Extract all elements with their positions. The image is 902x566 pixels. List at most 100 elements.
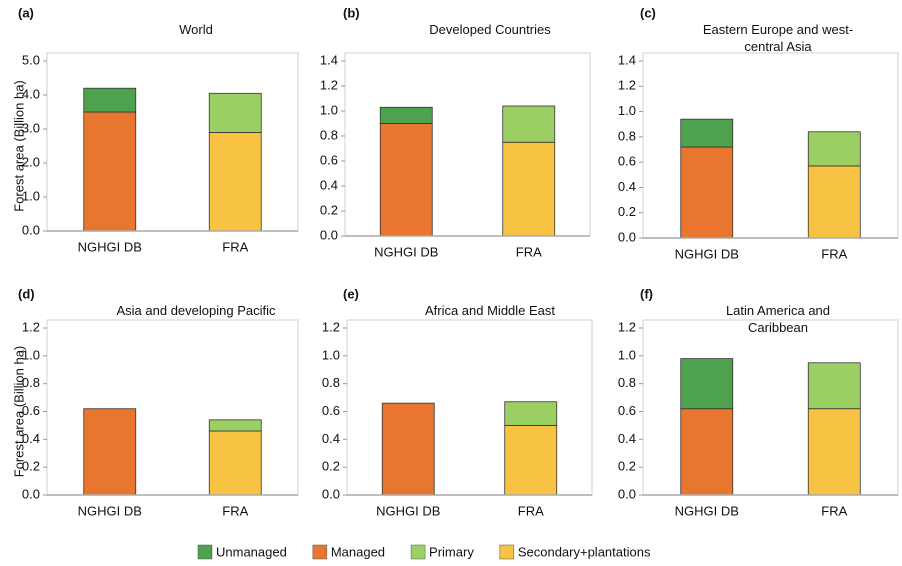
panel-title: Africa and Middle East xyxy=(424,303,556,318)
legend-swatch xyxy=(499,544,515,560)
x-tick-label: NGHGI DB xyxy=(675,503,739,518)
bar-segment xyxy=(208,419,262,432)
y-tick-label: 0.2 xyxy=(618,204,636,219)
y-tick-label: 1.0 xyxy=(618,103,636,118)
y-tick-label: 0.6 xyxy=(320,152,338,167)
y-tick-label: 1.2 xyxy=(618,78,636,93)
y-tick-label: 1.0 xyxy=(22,347,40,362)
x-tick-label: FRA xyxy=(821,503,847,518)
bar-segment xyxy=(83,408,137,496)
legend-label: Secondary+plantations xyxy=(518,544,651,559)
y-tick-label: 1.0 xyxy=(322,347,340,362)
bar-segment xyxy=(208,131,262,232)
bar-segment xyxy=(502,141,556,237)
y-tick-label: 0.8 xyxy=(618,128,636,143)
y-tick-label: 1.2 xyxy=(618,319,636,334)
y-tick-label: 0.4 xyxy=(322,431,340,446)
y-tick-label: 0.8 xyxy=(618,375,636,390)
bar-segment xyxy=(807,165,861,239)
bar-segment xyxy=(381,402,435,496)
panel-title: Developed Countries xyxy=(429,22,551,37)
legend-swatch xyxy=(197,544,213,560)
x-tick-label: NGHGI DB xyxy=(374,244,438,259)
bar-segment xyxy=(680,118,734,148)
y-tick-label: 1.2 xyxy=(320,77,338,92)
y-tick-label: 1.2 xyxy=(22,319,40,334)
y-tick-label: 0.2 xyxy=(22,459,40,474)
y-axis-label: Forest area (Billion ha) xyxy=(11,80,26,212)
y-tick-label: 0.0 xyxy=(618,229,636,244)
y-tick-label: 1.0 xyxy=(618,347,636,362)
x-tick-label: FRA xyxy=(821,246,847,261)
y-tick-label: 0.4 xyxy=(618,179,636,194)
legend-label: Managed xyxy=(331,544,385,559)
bar-segment xyxy=(502,105,556,143)
y-tick-label: 0.6 xyxy=(322,403,340,418)
bar-segment xyxy=(680,358,734,410)
y-tick-label: 0.6 xyxy=(618,154,636,169)
bar-segment xyxy=(504,401,558,426)
y-tick-label: 0.4 xyxy=(320,177,338,192)
y-tick-label: 0.8 xyxy=(22,375,40,390)
bar-segment xyxy=(83,87,137,113)
y-tick-label: 0.0 xyxy=(22,222,40,237)
x-tick-label: FRA xyxy=(222,239,248,254)
x-tick-label: NGHGI DB xyxy=(78,503,142,518)
y-tick-label: 0.2 xyxy=(618,459,636,474)
panel-label: (f) xyxy=(640,286,653,301)
legend-swatch xyxy=(312,544,328,560)
y-tick-label: 1.2 xyxy=(322,319,340,334)
bar-segment xyxy=(504,425,558,496)
legend-swatch xyxy=(410,544,426,560)
y-tick-label: 0.6 xyxy=(618,403,636,418)
y-axis-label: Forest area (Billion ha) xyxy=(11,346,26,478)
legend-label: Unmanaged xyxy=(216,544,287,559)
x-tick-label: NGHGI DB xyxy=(78,239,142,254)
panel-title: World xyxy=(179,22,213,37)
panel-title: Latin America and Caribbean xyxy=(725,303,831,335)
x-tick-label: FRA xyxy=(518,503,544,518)
bar-segment xyxy=(807,362,861,410)
y-tick-label: 1.4 xyxy=(320,52,338,67)
bar-segment xyxy=(379,106,433,124)
x-tick-label: NGHGI DB xyxy=(376,503,440,518)
y-tick-label: 2.0 xyxy=(22,154,40,169)
bar-segment xyxy=(680,146,734,239)
y-tick-label: 4.0 xyxy=(22,86,40,101)
panel-title: Eastern Europe and west-central Asia xyxy=(702,22,854,54)
y-tick-label: 0.4 xyxy=(618,431,636,446)
panel-title: Asia and developing Pacific xyxy=(116,303,276,318)
panel-label: (e) xyxy=(343,286,359,301)
bar-segment xyxy=(208,430,262,496)
y-tick-label: 0.0 xyxy=(320,227,338,242)
panel-label: (a) xyxy=(18,5,34,20)
y-tick-label: 1.0 xyxy=(22,188,40,203)
bar-segment xyxy=(208,92,262,133)
y-tick-label: 0.0 xyxy=(22,486,40,501)
panel-label: (c) xyxy=(640,5,656,20)
legend-label: Primary xyxy=(429,544,474,559)
y-tick-label: 3.0 xyxy=(22,120,40,135)
y-tick-label: 0.4 xyxy=(22,431,40,446)
y-tick-label: 0.0 xyxy=(618,486,636,501)
bar-segment xyxy=(379,123,433,237)
bar-segment xyxy=(807,408,861,496)
y-tick-label: 1.4 xyxy=(618,52,636,67)
y-tick-label: 0.6 xyxy=(22,403,40,418)
panel-label: (d) xyxy=(18,286,35,301)
x-tick-label: FRA xyxy=(222,503,248,518)
bar-segment xyxy=(807,131,861,167)
y-tick-label: 0.2 xyxy=(320,202,338,217)
bar-segment xyxy=(83,111,137,232)
y-tick-label: 0.8 xyxy=(322,375,340,390)
y-tick-label: 0.0 xyxy=(322,486,340,501)
y-tick-label: 5.0 xyxy=(22,52,40,67)
x-tick-label: NGHGI DB xyxy=(675,246,739,261)
y-tick-label: 0.2 xyxy=(322,459,340,474)
y-tick-label: 0.8 xyxy=(320,127,338,142)
panel-label: (b) xyxy=(343,5,360,20)
y-tick-label: 1.0 xyxy=(320,102,338,117)
x-tick-label: FRA xyxy=(516,244,542,259)
